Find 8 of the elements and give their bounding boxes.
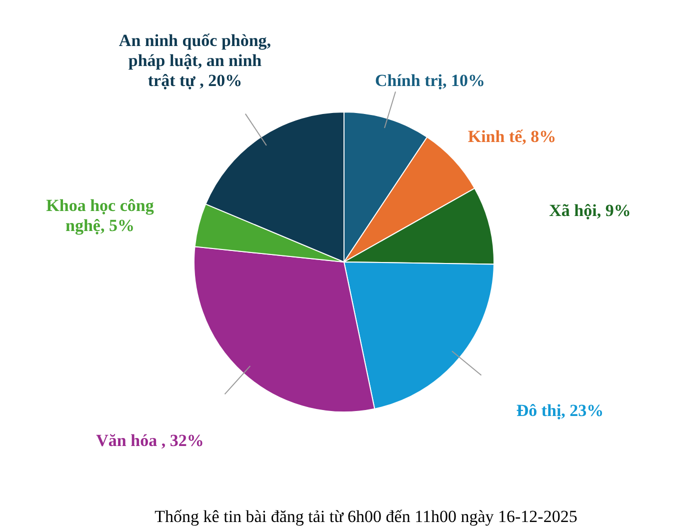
slice-label: Đô thị, 23%	[516, 400, 604, 420]
text: Thống kê tin bài đăng tải từ 6h00 đến 11h00 ngày 16-12-2025	[154, 507, 578, 526]
slice-label: Khoa học công nghệ, 5%	[46, 196, 154, 234]
slice-label: Văn hóa , 32%	[96, 430, 204, 450]
slice-label: Xã hội, 9%	[549, 200, 631, 220]
slice-label: Kinh tế, 8%	[468, 126, 556, 146]
slice-label: Chính trị, 10%	[374, 70, 486, 90]
slice-label: An ninh quốc phòng, pháp luật, an ninh trật tự , 20%	[118, 30, 272, 90]
